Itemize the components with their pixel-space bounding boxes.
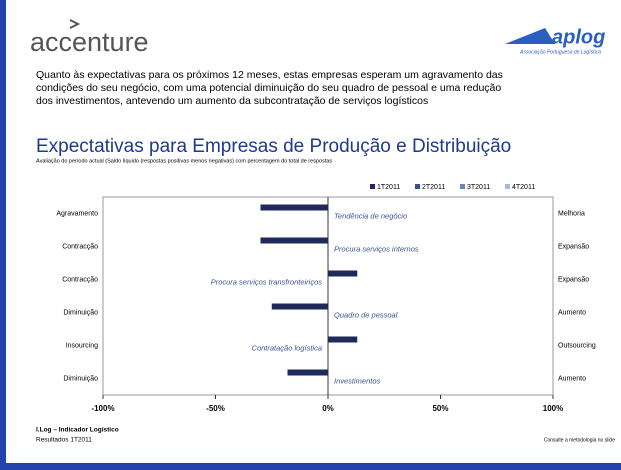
intro-line: condições do seu negócio, com uma potenc… xyxy=(36,82,501,94)
right-label: Expansão xyxy=(558,276,589,283)
right-label: Melhoria xyxy=(558,210,585,217)
x-tick-label: 0% xyxy=(322,404,334,413)
chart-title: Expectativas para Empresas de Produção e… xyxy=(36,136,511,157)
category-label: Tendência de negócio xyxy=(334,211,407,220)
category-label: Contratação logística xyxy=(252,343,322,352)
bar xyxy=(271,303,328,310)
right-label: Outsourcing xyxy=(558,342,596,349)
chart-subtitle: Avaliação do período actual (Saldo líqui… xyxy=(36,158,332,164)
left-label: Insourcing xyxy=(66,342,98,349)
footer-line: I.Log – Indicador Logístico xyxy=(36,427,119,434)
partner-logo: aplog xyxy=(552,26,605,48)
legend-swatch xyxy=(505,184,510,189)
left-label: Diminuição xyxy=(63,375,98,382)
bar xyxy=(260,204,328,211)
left-label: Diminuição xyxy=(63,309,98,316)
bar xyxy=(328,336,358,343)
left-label: Contracção xyxy=(62,243,98,250)
logo-mark xyxy=(69,19,81,29)
partner-sub: Associação Portuguesa de Logística xyxy=(519,49,601,55)
x-tick-label: 100% xyxy=(543,404,563,413)
bar xyxy=(260,237,328,244)
legend-label: 2T2011 xyxy=(422,184,445,191)
left-label: Agravamento xyxy=(56,210,98,217)
footer-line: Resultados 1T2011 xyxy=(36,437,92,444)
legend-label: 3T2011 xyxy=(467,184,490,191)
logo: accenture xyxy=(30,27,149,57)
legend-swatch xyxy=(460,184,465,189)
right-label: Aumento xyxy=(558,375,586,382)
footer-note: Consulte a metodologia no slide xyxy=(544,437,615,443)
bar xyxy=(287,369,328,376)
x-tick-label: -100% xyxy=(91,404,114,413)
legend-label: 1T2011 xyxy=(377,184,400,191)
legend-swatch xyxy=(415,184,420,189)
x-tick-label: -50% xyxy=(206,404,225,413)
category-label: Quadro de pessoal xyxy=(334,310,398,319)
bar xyxy=(328,270,358,277)
right-label: Expansão xyxy=(558,243,589,250)
intro-line: Quanto às expectativas para os próximos … xyxy=(36,69,503,81)
partner-mark xyxy=(505,28,555,44)
intro-line: dos investimentos, antevendo um aumento … xyxy=(36,95,428,107)
category-label: Procura serviços transfronteiriços xyxy=(211,277,323,286)
category-label: Investimentos xyxy=(334,376,381,385)
right-label: Aumento xyxy=(558,309,586,316)
legend-label: 4T2011 xyxy=(512,184,535,191)
x-tick-label: 50% xyxy=(432,404,448,413)
category-label: Procura serviços internos xyxy=(334,244,419,253)
left-label: Contracção xyxy=(62,276,98,283)
legend-swatch xyxy=(370,184,375,189)
